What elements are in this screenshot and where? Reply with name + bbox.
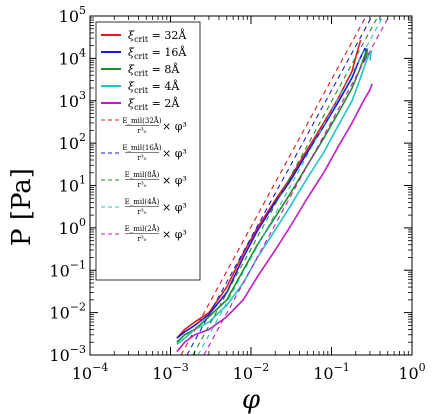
legend-frac-denominator: r³₀ bbox=[138, 208, 147, 216]
legend-label: × φ³ bbox=[162, 147, 187, 160]
axes: 10−4 10−3 10−2 10−1 10010−310−210−1100101102… bbox=[49, 4, 425, 383]
series-line-9 bbox=[203, 16, 390, 355]
legend-item: E_mil(2Å) r³₀ × φ³ bbox=[101, 224, 187, 243]
series-line-7 bbox=[192, 16, 379, 355]
y-tick-label: 10−1 bbox=[49, 258, 86, 280]
legend-label: ξcrit = 16Å bbox=[128, 45, 187, 61]
legend-item: E_mil(8Å) r³₀ × φ³ bbox=[101, 170, 187, 189]
legend-frac-denominator: r³₀ bbox=[138, 154, 147, 162]
x-tick-label: 10−1 bbox=[313, 361, 350, 383]
y-tick-label: 10−3 bbox=[49, 343, 86, 365]
legend-frac-denominator: r³₀ bbox=[138, 235, 147, 243]
series-line-6 bbox=[186, 16, 373, 355]
y-tick-label: 105 bbox=[59, 4, 86, 26]
legend-frac-numerator: E_mil(16Å) bbox=[122, 143, 161, 152]
legend-frac-denominator: r³₀ bbox=[138, 181, 147, 189]
legend-frac-numerator: E_mil(8Å) bbox=[125, 170, 160, 179]
x-tick-label: 10−4 bbox=[72, 361, 109, 383]
y-tick-label: 104 bbox=[59, 46, 86, 68]
x-tick-label: 100 bbox=[398, 361, 425, 383]
series-line-3 bbox=[176, 49, 373, 345]
legend-label: ξcrit = 4Å bbox=[128, 79, 180, 95]
legend-label: ξcrit = 8Å bbox=[128, 62, 180, 78]
x-axis-title: φ bbox=[242, 385, 261, 414]
series-line-4 bbox=[176, 83, 373, 353]
legend-box bbox=[95, 21, 201, 281]
y-axis-title-group: P [Pa] bbox=[7, 168, 37, 246]
y-tick-label: 100 bbox=[59, 216, 86, 238]
legend-label: × φ³ bbox=[162, 174, 187, 187]
x-tick-label: 10−2 bbox=[233, 361, 270, 383]
series-line-2 bbox=[176, 48, 369, 343]
series-line-8 bbox=[197, 16, 384, 355]
legend-item: ξcrit = 2Å bbox=[101, 96, 180, 112]
series-line-1 bbox=[176, 47, 368, 339]
series-line-0 bbox=[176, 39, 362, 339]
x-tick-label: 10−3 bbox=[152, 361, 189, 383]
y-axis-title: P [Pa] bbox=[7, 168, 37, 246]
y-tick-label: 103 bbox=[59, 89, 86, 111]
legend-item: E_mil(32Å) r³₀ × φ³ bbox=[101, 116, 187, 135]
legend-item: E_mil(4Å) r³₀ × φ³ bbox=[101, 197, 187, 216]
y-tick-label: 101 bbox=[59, 174, 86, 196]
legend-frac-numerator: E_mil(32Å) bbox=[122, 116, 161, 125]
legend-label: ξcrit = 2Å bbox=[128, 96, 180, 112]
plot-area bbox=[176, 16, 390, 355]
y-tick-label: 102 bbox=[59, 131, 86, 153]
legend-item: ξcrit = 4Å bbox=[101, 79, 180, 95]
legend-frac-denominator: r³₀ bbox=[138, 127, 147, 135]
legend-label: × φ³ bbox=[162, 201, 187, 214]
legend-item: E_mil(16Å) r³₀ × φ³ bbox=[101, 143, 187, 162]
legend-frac-numerator: E_mil(2Å) bbox=[125, 224, 160, 233]
legend-frac-numerator: E_mil(4Å) bbox=[125, 197, 160, 206]
legend-label: × φ³ bbox=[162, 120, 187, 133]
legend-label: ξcrit = 32Å bbox=[128, 28, 187, 44]
legend-item: ξcrit = 16Å bbox=[101, 45, 187, 61]
y-tick-label: 10−2 bbox=[49, 301, 86, 323]
legend-item: ξcrit = 32Å bbox=[101, 28, 187, 44]
legend-label: × φ³ bbox=[162, 228, 187, 241]
series-line-5 bbox=[180, 16, 367, 355]
legend-item: ξcrit = 8Å bbox=[101, 62, 180, 78]
